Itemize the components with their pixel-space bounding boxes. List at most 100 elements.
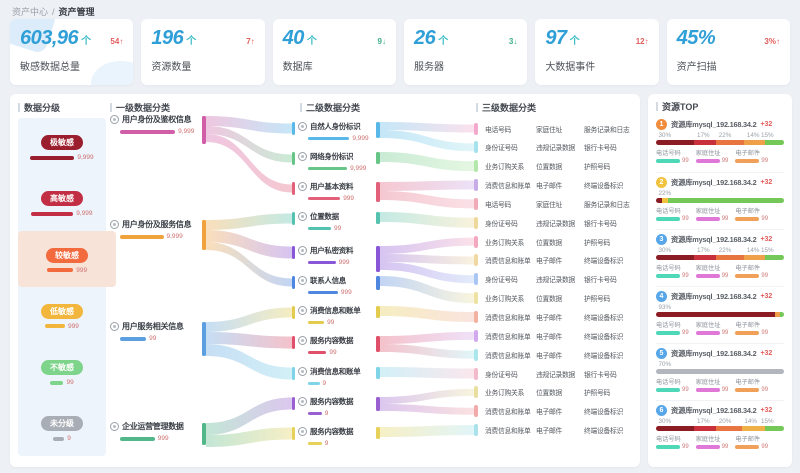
kpi-card-servers[interactable]: 26 个 3↓ 服务器 [403,19,528,85]
level-pill[interactable]: 低敏感 [41,303,83,319]
level-item[interactable]: 高敏感 9,999 [18,174,106,230]
l2-node-label: 服务内容数据 [310,427,354,436]
l3-row[interactable]: 业务订购关系 位置数据 护照号码 [474,386,640,399]
l3-row[interactable]: 电话号码 家庭住址 服务记录和日志 [474,122,640,135]
percent-label: 15% [760,132,774,139]
l1-node[interactable]: 用户服务相关信息 99 [110,321,202,342]
resource-entry[interactable]: 6 资源库mysql_192.168.34.2 +32 30% 17% 20% 14% 15%… [656,400,784,457]
level-item[interactable]: 较敏感 999 [18,230,116,287]
l3-label: 业务订购关系 [485,164,524,172]
kpi-card-bigdata-events[interactable]: 97 个 12↑ 大数据事件 [535,19,659,85]
mini-stat-label: 家庭住址 [695,265,721,272]
kpi-card-resource-count[interactable]: 196 个 7↑ 资源数量 [141,19,265,85]
level-item[interactable]: 未分级 9 [18,399,106,455]
enterprise-icon [110,422,119,431]
sankey-ribbon [380,237,474,254]
l2-node[interactable]: 联系人信息 999 [292,275,380,296]
l1-node[interactable]: 用户身份及服务信息 9,999 [110,219,202,240]
resource-entry[interactable]: 1 资源库mysql_192.168.34.2 +32 30% 17% 22% 14% 15%… [656,115,784,172]
mini-stat-row: 99 [735,444,768,450]
l2-node[interactable]: 消费信息和账单 99 [292,305,380,326]
l1-node-stats: 99 [120,335,202,342]
level-item[interactable]: 极敏感 9,999 [18,118,106,174]
mini-stats: 电话号码 99 家庭住址 99 电子邮件 99 [656,263,784,279]
mini-stat-count: 99 [761,387,769,393]
mini-stats: 电话号码 99 家庭住址 99 电子邮件 99 [656,206,784,222]
l2-node-count: 99 [329,349,337,356]
l3-row[interactable]: 消费信息和账单 电子邮件 终端设备标识 [474,254,640,267]
l1-node-bar [120,129,176,134]
mini-stat-bar [656,274,680,278]
stacked-bar-segment [694,255,717,260]
l1-node-row: 用户身份及鉴权信息 [110,114,202,125]
stacked-bar-segment [716,426,742,431]
l3-row[interactable]: 业务订购关系 位置数据 护照号码 [474,235,640,248]
breadcrumb-parent[interactable]: 资产中心 [12,7,49,17]
l3-row[interactable]: 消费信息和账单 电子邮件 终端设备标识 [474,311,640,324]
l3-row[interactable]: 身份证号码 违规记录数据 银行卡号码 [474,216,640,229]
mini-stat-count: 99 [682,330,689,336]
l2-node[interactable]: 网络身份标识 9,999 [292,151,380,172]
level-item[interactable]: 不敏感 99 [18,343,106,399]
kpi-card-sensitive-total[interactable]: 603,96 个 54↑ 敏感数据总量 [10,19,134,85]
l2-node[interactable]: 服务内容数据 99 [292,335,380,356]
level-pill[interactable]: 极敏感 [41,135,83,150]
resource-entry[interactable]: 3 资源库mysql_192.168.34.2 +32 30% 17% 22% 14% 15%… [656,229,784,286]
resource-entry[interactable]: 4 资源库mysql_192.168.34.2 +32 93% 电话号码 99 家庭住址 99… [656,286,784,343]
l3-row[interactable]: 消费信息和账单 电子邮件 终端设备标识 [474,348,640,361]
level-item[interactable]: 低敏感 999 [18,287,106,343]
l3-row[interactable]: 消费信息和账单 电子邮件 终端设备标识 [474,424,640,437]
l3-row[interactable]: 身份证号码 违规记录数据 银行卡号码 [474,273,640,286]
level-pill[interactable]: 不敏感 [41,360,83,376]
mini-stat-count: 99 [721,387,729,393]
l2-node[interactable]: 服务内容数据 9 [292,396,380,417]
l2-node[interactable]: 服务内容数据 9 [292,426,380,447]
l2-node[interactable]: 自然人身份标识 9,999 [292,121,380,142]
mini-stat: 电话号码 99 [656,206,689,222]
l3-row-marker [474,348,478,361]
sankey-ribbon [380,306,474,322]
resource-delta: +32 [760,179,773,186]
mini-stat-label: 电话号码 [656,322,681,329]
l3-row[interactable]: 消费信息和账单 电子邮件 终端设备标识 [474,329,640,342]
l2-node-count: 999 [338,259,350,266]
l2-node[interactable]: 位置数据 99 [292,211,380,232]
mini-stat-label: 家庭住址 [695,208,721,215]
l1-node-label: 企业运营管理数据 [122,422,184,431]
l3-label: 消费信息和账单 [485,258,531,266]
level-pill[interactable]: 较敏感 [46,247,88,263]
l1-node-count: 9,999 [166,233,183,240]
mini-stat-count: 99 [761,216,769,222]
l1-node[interactable]: 企业运营管理数据 999 [110,421,202,442]
l1-node[interactable]: 用户身份及鉴权信息 9,999 [110,114,202,135]
l3-row[interactable]: 业务订购关系 位置数据 护照号码 [474,292,640,305]
l2-node-bar [308,226,331,231]
l3-row[interactable]: 消费信息和账单 电子邮件 终端设备标识 [474,405,640,418]
l2-node[interactable]: 用户私密资料 999 [292,245,380,266]
mini-stat-bar [695,331,720,335]
sankey-ribbon [380,425,474,437]
kpi-row: 603,96 个 54↑ 敏感数据总量 196 个 7↑ 资源数量 40 个 9↓ 数据库 … [10,19,790,85]
resource-entry[interactable]: 5 资源库mysql_192.168.34.2 +32 70% 电话号码 99 家庭住址 99… [656,343,784,400]
kpi-card-databases[interactable]: 40 个 9↓ 数据库 [272,19,396,85]
l2-node-marker [292,336,295,349]
kpi-label: 资产扫描 [676,62,717,73]
mini-stat: 家庭住址 99 [695,377,729,393]
l3-row[interactable]: 电话号码 家庭住址 服务记录和日志 [474,197,640,210]
kpi-card-asset-scan[interactable]: 45% 3%↑ 资产扫描 [666,19,790,85]
l2-node-stats: 9,999 [308,165,380,172]
l3-row-marker [474,273,478,286]
level-pill[interactable]: 高敏感 [41,191,83,207]
level-pill[interactable]: 未分级 [41,416,83,432]
rank-badge: 5 [656,348,667,359]
l2-node[interactable]: 消费信息和账单 9 [292,366,380,387]
sankey-ribbon [380,367,474,379]
l3-row[interactable]: 业务订购关系 位置数据 护照号码 [474,160,640,173]
l2-node[interactable]: 用户基本资料 999 [292,181,380,202]
l3-row[interactable]: 身份证号码 违规记录数据 银行卡号码 [474,141,640,154]
breadcrumb-current: 资产管理 [58,7,95,17]
resource-entry[interactable]: 2 资源库mysql_192.168.34.2 +32 22% 电话号码 99 家庭住址 99… [656,172,784,229]
l3-row[interactable]: 身份证号码 违规记录数据 银行卡号码 [474,367,640,380]
l3-row[interactable]: 消费信息和账单 电子邮件 终端设备标识 [474,179,640,192]
l3-label: 消费信息和账单 [485,409,531,417]
